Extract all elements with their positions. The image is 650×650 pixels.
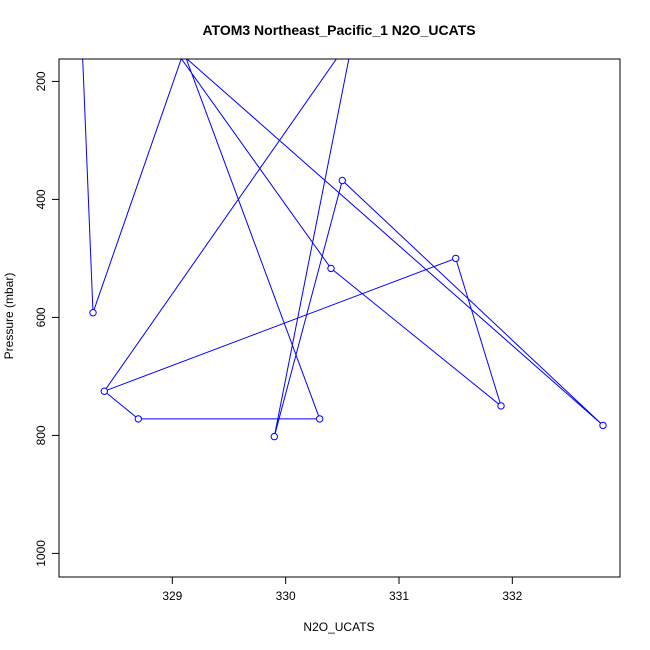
y-axis-label: Pressure (mbar) [2, 273, 16, 360]
plot-frame [58, 58, 621, 578]
y-tick-label-1000: 1000 [34, 540, 48, 567]
plot-area [82, 59, 607, 441]
data-point-3 [134, 415, 143, 423]
axes: 329 330 331 332 200 400 600 800 1000 [34, 58, 621, 603]
y-tick-label-400: 400 [34, 189, 48, 209]
x-axis-label: N2O_UCATS [303, 620, 374, 634]
x-tick-label-331: 331 [389, 589, 409, 603]
data-point-9 [497, 402, 505, 410]
data-point-1 [89, 309, 97, 317]
y-tick-label-600: 600 [34, 307, 48, 327]
data-point-5 [270, 432, 278, 441]
y-tick-label-800: 800 [34, 425, 48, 445]
chart-title: ATOM3 Northeast_Pacific_1 N2O_UCATS [202, 22, 475, 38]
x-tick-label-332: 332 [502, 589, 522, 603]
y-tick-label-200: 200 [34, 71, 48, 91]
x-tick-label-330: 330 [276, 589, 296, 603]
data-point-10 [599, 421, 607, 430]
data-point-4 [316, 415, 324, 423]
data-point-7 [327, 264, 335, 273]
x-tick-label-329: 329 [162, 589, 182, 603]
data-point-8 [452, 254, 460, 263]
data-point-2 [100, 387, 109, 395]
series-line [82, 59, 604, 437]
data-point-6 [338, 176, 346, 185]
